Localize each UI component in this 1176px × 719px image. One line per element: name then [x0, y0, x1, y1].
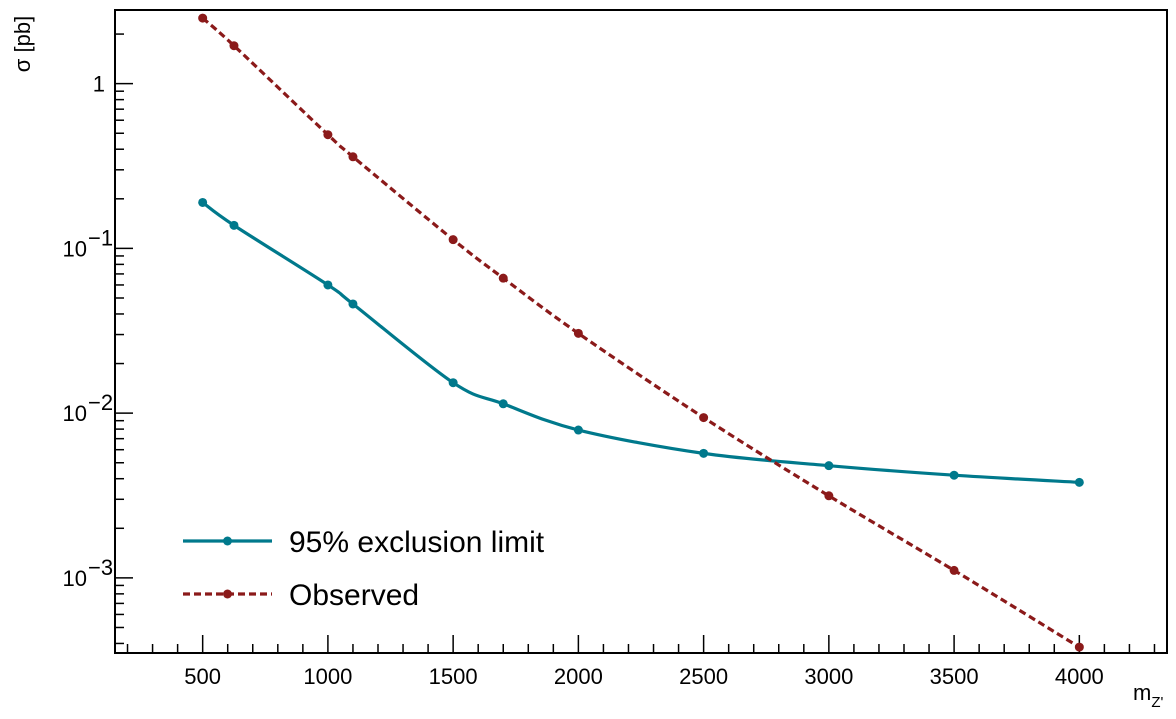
data-point-series-2 [949, 565, 959, 575]
legend-marker-1 [223, 536, 232, 546]
data-point-series-1 [448, 378, 458, 388]
data-point-series-1 [573, 425, 583, 435]
axis-ticks [115, 33, 1156, 653]
x-tick-label: 1000 [303, 664, 352, 689]
x-tick-label: 500 [184, 664, 221, 689]
data-point-series-1 [699, 448, 709, 458]
y-tick-label: 10 [63, 401, 87, 426]
data-point-series-2 [498, 273, 508, 283]
x-tick-label: 3500 [930, 664, 979, 689]
data-point-series-2 [824, 491, 834, 501]
data-point-series-2 [448, 235, 458, 245]
y-tick-label: 10 [63, 566, 87, 591]
x-axis-title-main: m [1133, 680, 1151, 705]
data-point-series-1 [348, 299, 358, 309]
y-tick-label: 10 [63, 236, 87, 261]
x-tick-label: 4000 [1055, 664, 1104, 689]
plot-frame [114, 9, 1168, 654]
x-tick-label: 2500 [679, 664, 728, 689]
data-point-series-2 [1074, 642, 1084, 652]
data-point-series-1 [198, 197, 208, 207]
x-tick-label: 2000 [554, 664, 603, 689]
tick-labels: 500 1000 1500 2000 2500 3000 3500 4000110−110−2… [63, 72, 1104, 689]
y-tick-label-exponent: −3 [88, 555, 113, 580]
data-point-series-2 [348, 152, 358, 162]
series-line-1 [201, 201, 1080, 484]
x-tick-label: 1500 [429, 664, 478, 689]
data-point-series-2 [323, 130, 333, 140]
y-tick-label-exponent: −2 [88, 390, 113, 415]
series-layer [198, 13, 1084, 652]
x-axis-title: mZ' [1133, 680, 1163, 711]
y-axis-title: σ [pb] [10, 16, 35, 72]
data-point-series-2 [699, 413, 709, 423]
data-point-series-1 [498, 399, 508, 409]
x-tick-label: 3000 [804, 664, 853, 689]
data-point-series-1 [229, 220, 239, 230]
y-tick-label: 1 [93, 72, 105, 97]
data-point-series-1 [949, 470, 959, 480]
data-point-series-2 [198, 13, 208, 23]
data-point-series-1 [1074, 477, 1084, 487]
data-point-series-2 [573, 328, 583, 338]
x-axis-title-subscript: Z' [1151, 694, 1163, 711]
legend-label-1: 95% exclusion limit [289, 526, 545, 559]
legend-label-2: Observed [289, 579, 419, 612]
legend-marker-2 [223, 589, 232, 599]
series-line-2 [201, 16, 1081, 649]
data-point-series-2 [229, 41, 239, 51]
legend: 95% exclusion limit Observed [183, 526, 545, 612]
data-point-series-1 [824, 461, 834, 471]
data-point-series-1 [323, 280, 333, 290]
y-tick-label-exponent: −1 [88, 225, 113, 250]
